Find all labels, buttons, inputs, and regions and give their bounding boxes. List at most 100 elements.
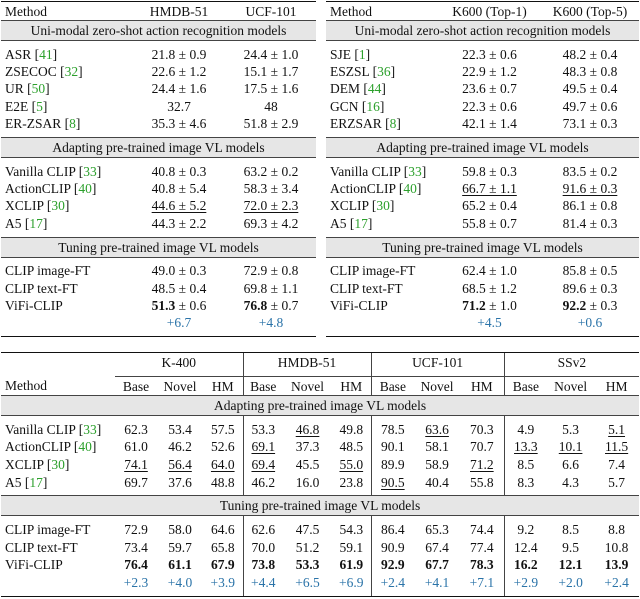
value-cell: 85.8 ± 0.5: [541, 262, 639, 279]
column-header: HMDB-51: [132, 1, 226, 21]
cell-value: 74.4: [470, 522, 494, 538]
value-cell: 90.1: [370, 438, 415, 456]
citation-link[interactable]: 33: [83, 163, 97, 179]
value-cell: 74.4: [460, 521, 504, 539]
column-header: Novel: [554, 378, 588, 394]
citation-link[interactable]: 8: [389, 116, 397, 132]
cell-value: 10.8: [604, 539, 629, 555]
method-cell: GCN [16]: [330, 98, 385, 114]
value-cell: 77.4: [460, 538, 504, 556]
cell-value: 17.5 ± 1.6: [243, 81, 299, 97]
section-title: Adapting pre-trained image VL models: [1, 136, 316, 158]
value-cell: 22.3 ± 0.6: [438, 46, 541, 63]
citation-link[interactable]: 40: [78, 181, 92, 197]
citation-link[interactable]: 30: [376, 198, 390, 214]
method-cell: CLIP image-FT: [1, 262, 132, 279]
cell-value: 63.6: [425, 421, 449, 437]
value-cell: 69.3 ± 4.2: [226, 215, 316, 232]
citation-link[interactable]: 44: [367, 81, 382, 97]
cell-value: 67.4: [425, 539, 449, 555]
citation-link[interactable]: 1: [358, 46, 366, 62]
value-cell: 40.8 ± 5.4: [132, 180, 226, 197]
citation-link[interactable]: 17: [354, 215, 368, 231]
value-cell: 16.2: [503, 556, 548, 574]
value-cell: 51.8 ± 2.9: [226, 115, 316, 132]
citation-link[interactable]: 33: [408, 163, 422, 179]
value-cell: 78.3: [460, 556, 504, 574]
value-cell: 65.3: [414, 521, 460, 539]
citation-link[interactable]: 40: [403, 181, 417, 197]
table-row: GCN [16] 22.3 ± 0.6 49.7 ± 0.6: [326, 98, 639, 115]
table-row: XCLIP [30] 65.2 ± 0.4 86.1 ± 0.8: [326, 197, 639, 214]
value-std: ± 0.3: [586, 297, 618, 313]
best-value: 71.2: [462, 297, 486, 313]
section-title: Tuning pre-trained image VL models: [1, 495, 640, 517]
method-cell: ViFi-CLIP: [1, 297, 132, 314]
table-row: CLIP image-FT 72.9 58.0 64.6 62.6 47.5 54.3 86.…: [1, 520, 639, 539]
cell-value: 40.8 ± 5.4: [151, 181, 207, 197]
value-cell: 47.5: [283, 521, 332, 539]
cell-value: 35.3 ± 4.6: [151, 116, 207, 132]
cell-value: 55.0: [339, 456, 364, 472]
value-cell: 63.6: [414, 421, 460, 439]
citation-link[interactable]: 17: [29, 215, 43, 231]
gain-value: +4.0: [167, 574, 193, 590]
value-cell: 11.5: [594, 438, 639, 456]
value-cell: 6.6: [547, 456, 594, 474]
citation-link[interactable]: 32: [64, 64, 79, 80]
cell-value: 62.6: [251, 522, 276, 538]
section-title: Adapting pre-trained image VL models: [326, 136, 639, 158]
table-row: A5 [17] 55.8 ± 0.7 81.4 ± 0.3: [326, 215, 639, 232]
method-cell: Vanilla CLIP [33]: [330, 163, 427, 179]
method-cell: XCLIP [30]: [330, 198, 395, 214]
citation-link[interactable]: 30: [51, 198, 65, 214]
value-cell: 12.1: [547, 556, 594, 574]
cell-value: 85.8 ± 0.5: [562, 263, 618, 279]
value-cell: 48.8: [203, 473, 243, 491]
citation-link[interactable]: 5: [36, 98, 43, 114]
method-name: CLIP image-FT: [330, 263, 416, 279]
method-cell: Vanilla CLIP [33]: [5, 421, 102, 437]
value-cell: 83.5 ± 0.2: [541, 162, 639, 179]
value-cell: 22.9 ± 1.2: [438, 63, 541, 80]
value-cell: 48: [226, 98, 316, 115]
cell-value: 45.5: [295, 456, 320, 472]
value-cell: 72.9 ± 0.8: [226, 262, 316, 279]
method-name: ActionCLIP: [5, 439, 71, 455]
table-row: ESZSL [36] 22.9 ± 1.2 48.3 ± 0.8: [326, 63, 639, 80]
table-row: ViFi-CLIP 76.4 61.1 67.9 73.8 53.3 61.9 92.9 67.…: [1, 556, 639, 574]
citation-link[interactable]: 40: [78, 439, 92, 455]
method-name: CLIP text-FT: [5, 539, 78, 555]
gain-row: +2.3 +4.0 +3.9 +4.4 +6.5 +6.9 +2.4 +4.1 +7.1 +2.9…: [1, 573, 639, 592]
citation-link[interactable]: 36: [377, 64, 391, 80]
cell-value: 51.2: [295, 539, 320, 555]
citation-link[interactable]: 16: [366, 98, 380, 114]
cell-value: 48.3 ± 0.8: [562, 64, 618, 80]
cell-value: 69.8 ± 1.1: [243, 280, 299, 296]
cell-value: 86.1 ± 0.8: [562, 198, 618, 214]
value-cell: 72.9: [115, 521, 157, 539]
value-cell: 65.8: [203, 538, 243, 556]
cell-value: 59.7: [168, 539, 192, 555]
citation-link[interactable]: 41: [39, 46, 53, 62]
citation-link[interactable]: 30: [51, 456, 65, 472]
value-cell: 53.4: [157, 421, 203, 439]
dataset-group-header: HMDB-51: [242, 352, 372, 372]
cell-value: 65.3: [425, 522, 449, 538]
table-row: E2E [5] 32.7 48: [1, 98, 316, 115]
value-std: ± 1.0: [485, 297, 517, 313]
value-cell: 37.6: [157, 473, 203, 491]
value-cell: 58.3 ± 3.4: [226, 180, 316, 197]
cell-value: 40.4: [425, 474, 449, 490]
value-cell: 22.3 ± 0.6: [438, 98, 541, 115]
value-cell: 55.0: [332, 456, 371, 474]
cell-value: 5.3: [562, 421, 580, 437]
value-cell: 44.6 ± 5.2: [132, 197, 226, 214]
citation-link[interactable]: 8: [69, 116, 76, 132]
value-cell: 35.3 ± 4.6: [132, 115, 226, 132]
citation-link[interactable]: 33: [83, 421, 97, 437]
value-cell: 44.3 ± 2.2: [132, 215, 226, 232]
citation-link[interactable]: 50: [31, 81, 46, 97]
value-cell: 89.9: [370, 455, 415, 474]
citation-link[interactable]: 17: [29, 474, 43, 490]
